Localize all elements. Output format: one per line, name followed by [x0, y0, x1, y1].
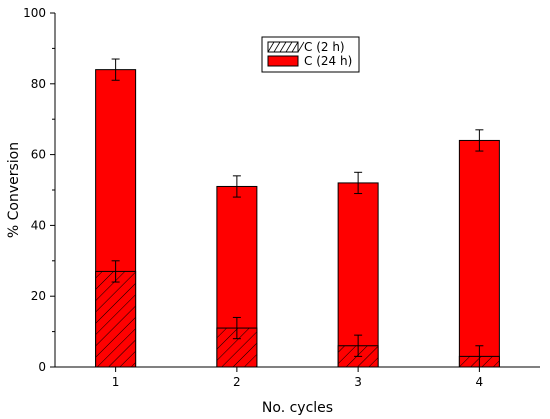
legend-label-2h: C (2 h): [304, 40, 345, 54]
legend-hatch-line: [297, 41, 305, 53]
x-axis-title: No. cycles: [262, 400, 333, 416]
legend-label-24h: C (24 h): [304, 54, 352, 68]
x-tick-label-3: 3: [354, 375, 362, 389]
legend-hatch-line: [291, 41, 299, 53]
legend-hatch-line: [267, 41, 275, 53]
y-tick-label-80: 80: [31, 77, 46, 91]
bar-24h-cycle-4: [458, 139, 500, 368]
y-tick-label-60: 60: [31, 148, 46, 162]
legend: C (2 h)C (24 h): [261, 36, 360, 73]
legend-hatch-line: [279, 41, 287, 53]
x-tick-label-4: 4: [476, 375, 484, 389]
y-axis-title: % Conversion: [6, 142, 22, 238]
bar-2h-cycle-1: [95, 270, 137, 368]
y-tick-label-20: 20: [31, 289, 46, 303]
legend-hatch-line: [285, 41, 293, 53]
bars-layer: [95, 58, 500, 368]
legend-swatch-24h: [267, 55, 299, 67]
legend-hatch-line: [273, 41, 281, 53]
x-tick-label-2: 2: [233, 375, 241, 389]
y-tick-label-40: 40: [31, 218, 46, 232]
axes-layer: 0 20 40 60 80 100 1 2 3 4 No. cycles % Conversion: [6, 6, 540, 416]
y-tick-label-100: 100: [23, 6, 46, 20]
x-tick-label-1: 1: [112, 375, 120, 389]
y-tick-label-0: 0: [38, 360, 46, 374]
